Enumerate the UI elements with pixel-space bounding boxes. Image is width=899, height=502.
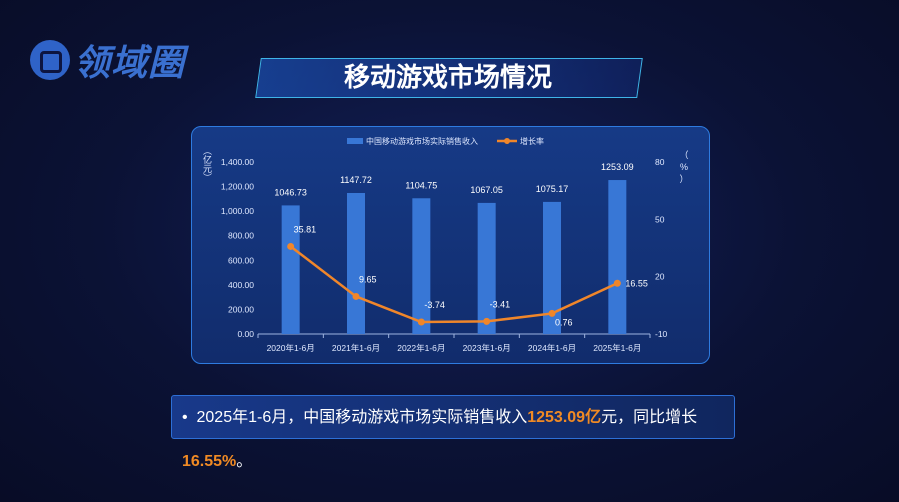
growth-value-label: 16.55 xyxy=(625,278,648,288)
note-revenue: 1253.09亿 xyxy=(527,409,602,426)
growth-point xyxy=(483,317,491,325)
y-left-tick: 200.00 xyxy=(228,304,254,314)
legend-bar-swatch xyxy=(347,138,363,144)
legend-bar-label: 中国移动游戏市场实际销售收入 xyxy=(366,136,478,146)
bar-value-label: 1046.73 xyxy=(274,187,307,197)
y-right-tick: 80 xyxy=(655,157,665,167)
legend-line-label: 增长率 xyxy=(520,136,544,146)
y-left-label: （亿元） xyxy=(202,146,212,182)
y-right-label: （ xyxy=(679,150,688,160)
page-title: 移动游戏市场情况 xyxy=(343,62,552,92)
y-right-label: ） xyxy=(679,174,688,184)
bar-value-label: 1104.75 xyxy=(405,180,437,190)
x-tick-label: 2021年1-6月 xyxy=(332,343,380,353)
bar-value-label: 1075.17 xyxy=(536,184,569,194)
x-tick-label: 2024年1-6月 xyxy=(528,343,576,353)
y-right-tick: 20 xyxy=(655,272,665,282)
x-tick-label: 2025年1-6月 xyxy=(593,343,641,353)
x-tick-label: 2023年1-6月 xyxy=(463,343,511,353)
growth-line xyxy=(289,245,618,324)
logo-icon xyxy=(30,40,70,80)
growth-value-label: 35.81 xyxy=(294,224,317,234)
bar-value-label: 1147.72 xyxy=(340,175,372,185)
bar-value-label: 1253.09 xyxy=(601,162,634,172)
y-left-tick: 0.00 xyxy=(237,329,254,339)
y-left-tick: 1,000.00 xyxy=(221,206,254,216)
note-text: 2025年1-6月，中国移动游戏市场实际销售收入 xyxy=(196,409,528,426)
note-text-mid: 元，同比增长 xyxy=(601,409,698,426)
growth-value-label: 9.65 xyxy=(359,274,377,284)
logo: 领域圈 xyxy=(30,34,185,86)
growth-point xyxy=(417,318,425,326)
summary-note: • 2025年1-6月，中国移动游戏市场实际销售收入1253.09亿元，同比增长… xyxy=(171,395,735,470)
y-left-tick: 800.00 xyxy=(228,231,254,241)
growth-value-label: 0.76 xyxy=(555,317,573,327)
y-left-tick: 1,200.00 xyxy=(221,182,254,192)
y-right-tick: -10 xyxy=(655,329,668,339)
bar xyxy=(412,198,431,334)
bar xyxy=(608,180,627,334)
growth-point xyxy=(548,309,556,317)
logo-text: 领域圈 xyxy=(74,42,186,83)
legend-line-marker xyxy=(504,138,510,144)
y-left-tick: 400.00 xyxy=(228,280,254,290)
x-tick-label: 2022年1-6月 xyxy=(397,343,445,353)
y-left-tick: 1,400.00 xyxy=(221,157,254,167)
note-growth: 16.55% xyxy=(182,453,237,470)
bar xyxy=(281,205,300,334)
x-tick-label: 2020年1-6月 xyxy=(267,343,315,353)
note-end: 。 xyxy=(236,453,253,470)
growth-value-label: -3.41 xyxy=(490,299,511,309)
bar xyxy=(347,192,365,334)
bullet: • xyxy=(182,409,188,426)
growth-point xyxy=(352,292,360,300)
growth-value-label: -3.74 xyxy=(424,300,445,310)
bar-value-label: 1067.05 xyxy=(470,185,503,195)
growth-point xyxy=(613,279,621,287)
bar xyxy=(543,201,561,334)
y-right-label: % xyxy=(680,162,688,172)
bar xyxy=(477,202,496,334)
growth-point xyxy=(287,242,295,250)
y-left-tick: 600.00 xyxy=(228,255,254,265)
y-right-tick: 50 xyxy=(655,214,665,224)
